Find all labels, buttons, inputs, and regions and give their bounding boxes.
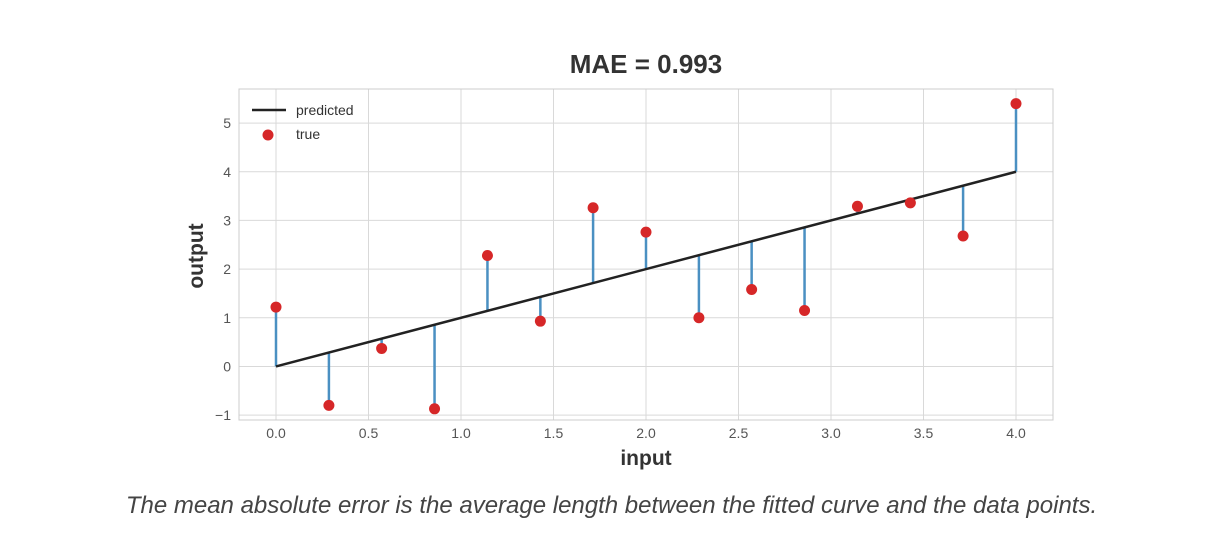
x-tick-label: 2.5 xyxy=(729,425,749,441)
x-tick-label: 0.5 xyxy=(359,425,379,441)
y-tick-label: 4 xyxy=(223,164,231,180)
true-point xyxy=(481,249,493,261)
legend-true-label: true xyxy=(296,126,320,142)
true-point xyxy=(429,403,441,415)
true-point xyxy=(904,197,916,209)
true-point xyxy=(957,230,969,242)
true-point xyxy=(534,315,546,327)
true-point xyxy=(270,301,282,313)
x-tick-label: 3.0 xyxy=(821,425,841,441)
x-axis-label: input xyxy=(620,447,671,470)
true-point xyxy=(587,202,599,214)
true-point xyxy=(376,342,388,354)
y-tick-label: 1 xyxy=(223,310,231,326)
true-point xyxy=(693,312,705,324)
legend: predicted true xyxy=(252,102,354,142)
y-tick-label: 5 xyxy=(223,115,231,131)
y-axis-label: output xyxy=(185,223,208,288)
y-tick-label: 0 xyxy=(223,358,231,374)
mae-chart: MAE = 0.993 0.0 0.5 1.0 1.5 2.0 2.5 3.0 3.5 4.0 −… xyxy=(185,49,1054,470)
true-point xyxy=(799,304,811,316)
true-point xyxy=(640,226,652,238)
plot-frame xyxy=(238,88,1054,421)
legend-predicted-label: predicted xyxy=(296,102,354,118)
true-point xyxy=(851,200,863,212)
x-tick-label: 1.5 xyxy=(544,425,564,441)
legend-true-swatch xyxy=(262,129,274,141)
x-tick-label: 1.0 xyxy=(451,425,471,441)
y-tick-label: 3 xyxy=(223,212,231,228)
plot-area: 0.0 0.5 1.0 1.5 2.0 2.5 3.0 3.5 4.0 −1 0 1 2 3 4 5 predi… xyxy=(215,88,1054,441)
x-tick-label: 2.0 xyxy=(636,425,656,441)
y-tick-label: −1 xyxy=(215,407,231,423)
x-tick-label: 4.0 xyxy=(1006,425,1026,441)
y-tick-label: 2 xyxy=(223,261,231,277)
x-tick-label: 0.0 xyxy=(266,425,286,441)
x-tick-label: 3.5 xyxy=(914,425,934,441)
true-point xyxy=(323,399,335,411)
predicted-line xyxy=(275,170,1017,368)
true-point xyxy=(746,284,758,296)
true-point xyxy=(1010,98,1022,110)
chart-title: MAE = 0.993 xyxy=(570,49,722,79)
figure-caption: The mean absolute error is the average l… xyxy=(125,492,1098,519)
